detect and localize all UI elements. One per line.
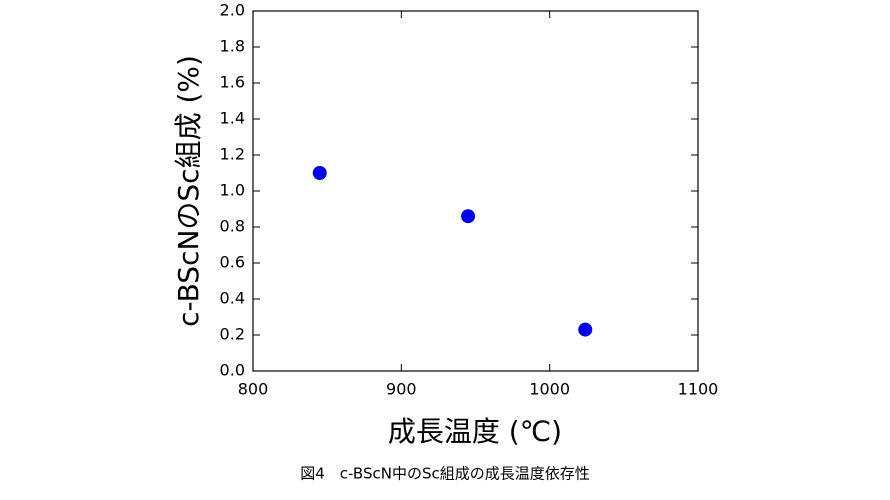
y-tick-label: 1.6 — [220, 73, 245, 92]
x-tick-label: 900 — [386, 380, 417, 399]
x-tick-label: 1000 — [529, 380, 570, 399]
y-tick-label: 1.0 — [220, 181, 245, 200]
x-axis-title: 成長温度 (℃) — [388, 415, 562, 448]
y-tick-label: 1.2 — [220, 145, 245, 164]
data-point — [578, 322, 593, 337]
y-tick-label: 1.4 — [220, 109, 245, 128]
data-point — [461, 209, 476, 224]
y-tick-label: 0.6 — [220, 253, 245, 272]
plot-frame — [252, 10, 699, 372]
data-point — [312, 166, 327, 180]
x-tick-label: 800 — [238, 380, 269, 399]
caption: 図4 c-BScN中のSc組成の成長温度依存性 — [300, 465, 589, 483]
y-tick-label: 0.0 — [220, 361, 245, 380]
y-axis-title: c-BScNのSc組成 (%) — [172, 55, 205, 327]
y-tick-label: 2.0 — [220, 1, 245, 20]
y-tick-label: 0.2 — [220, 325, 245, 344]
y-tick-label: 1.8 — [220, 37, 245, 56]
x-tick-label: 1100 — [678, 380, 719, 399]
y-tick-label: 0.4 — [220, 289, 245, 308]
y-tick-label: 0.8 — [220, 217, 245, 236]
